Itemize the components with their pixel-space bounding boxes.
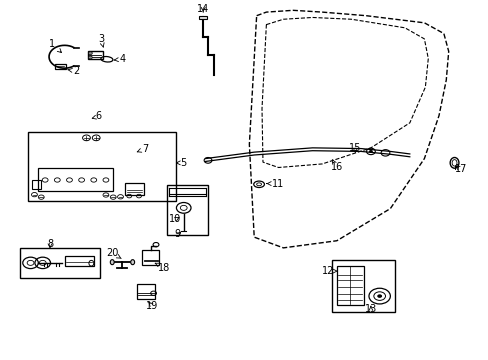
Text: 3: 3 [98, 34, 104, 47]
Bar [166, 185, 207, 235]
Text: 16: 16 [330, 159, 342, 172]
Bar [125, 183, 143, 195]
Text: 19: 19 [146, 301, 158, 311]
Text: 15: 15 [348, 143, 361, 153]
Text: 13: 13 [364, 304, 376, 314]
Bar [199, 16, 206, 18]
Bar [38, 168, 113, 192]
Text: 10: 10 [169, 214, 181, 224]
Bar [20, 248, 100, 278]
Circle shape [376, 294, 381, 298]
Text: 2: 2 [68, 66, 80, 76]
Bar [336, 266, 363, 305]
Bar [142, 250, 159, 265]
Text: 18: 18 [155, 262, 170, 273]
Ellipse shape [110, 260, 114, 265]
Bar [32, 180, 41, 189]
Text: 6: 6 [92, 111, 102, 121]
Text: 20: 20 [106, 248, 121, 258]
Circle shape [88, 52, 92, 55]
Text: 11: 11 [266, 179, 284, 189]
Text: 1: 1 [49, 39, 61, 53]
Text: 8: 8 [47, 239, 53, 249]
Text: 5: 5 [176, 158, 186, 168]
Text: 4: 4 [114, 54, 126, 64]
Text: 9: 9 [175, 229, 181, 239]
Text: 7: 7 [137, 144, 149, 154]
Bar [136, 284, 155, 298]
Text: 12: 12 [321, 266, 337, 276]
Bar [88, 51, 102, 59]
Text: 17: 17 [454, 164, 466, 174]
Text: 14: 14 [197, 4, 209, 14]
Ellipse shape [130, 260, 134, 265]
Circle shape [368, 150, 372, 153]
Circle shape [88, 56, 92, 59]
Bar [331, 260, 394, 312]
Bar [64, 256, 94, 266]
Bar [55, 64, 65, 68]
Bar [28, 132, 176, 202]
